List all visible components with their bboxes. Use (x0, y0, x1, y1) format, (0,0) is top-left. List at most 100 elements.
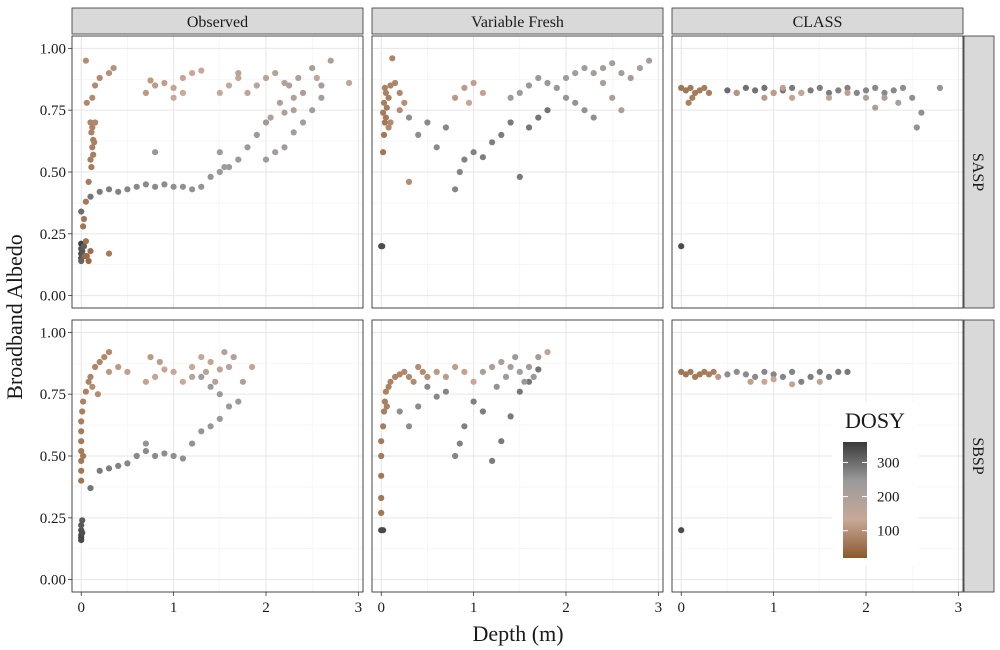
data-point (507, 413, 514, 420)
data-point (498, 131, 505, 138)
data-point (385, 94, 392, 101)
data-point (189, 363, 196, 371)
data-point (789, 94, 796, 101)
data-point (530, 373, 537, 380)
data-point (216, 149, 223, 156)
data-point (290, 129, 297, 136)
panel-class-sasp (671, 35, 964, 309)
data-point (189, 440, 196, 447)
data-point (96, 358, 103, 366)
data-point (276, 99, 283, 106)
data-point (225, 403, 233, 410)
data-point (235, 156, 242, 163)
legend-tick-label: 300 (877, 455, 900, 471)
data-point (152, 452, 159, 460)
column-strip-2: CLASS (671, 7, 964, 35)
data-point (88, 164, 95, 171)
data-point (862, 87, 870, 94)
data-point (807, 373, 814, 380)
data-point (267, 114, 274, 121)
color-legend: DOSY 100 200 300 (832, 402, 918, 566)
x-tick-label: 1 (170, 600, 178, 616)
data-point (105, 349, 113, 356)
panel-border (671, 319, 964, 593)
data-point (78, 467, 85, 474)
data-point (198, 354, 205, 361)
x-axis-title: Depth (m) (472, 621, 563, 646)
data-point (105, 368, 113, 375)
data-point (761, 378, 768, 385)
data-point (133, 183, 140, 190)
data-point (525, 378, 533, 385)
data-point (779, 84, 787, 91)
data-point (770, 371, 777, 378)
data-point (461, 156, 468, 163)
data-point (79, 529, 86, 536)
data-point (881, 94, 888, 101)
data-point (198, 67, 205, 74)
data-point (479, 154, 486, 161)
data-point (170, 84, 177, 91)
data-point (105, 250, 113, 257)
y-tick-label: 0.25 (40, 227, 66, 243)
data-point (747, 378, 754, 385)
data-point (161, 79, 168, 87)
data-point (433, 393, 440, 400)
data-point (382, 114, 389, 121)
data-point (299, 119, 307, 126)
data-point (872, 104, 879, 111)
data-point (382, 89, 389, 96)
data-point (142, 440, 149, 447)
data-point (281, 144, 288, 151)
data-point (78, 534, 85, 541)
data-point (115, 363, 122, 371)
data-point (489, 363, 496, 371)
strip-background (963, 319, 995, 593)
legend-tick-label: 100 (877, 524, 900, 540)
data-point (82, 198, 89, 205)
data-point (424, 373, 431, 380)
data-point (581, 107, 588, 114)
data-point (816, 378, 823, 385)
data-point (456, 440, 463, 447)
y-tick-label: 0.25 (40, 511, 66, 527)
data-point (798, 89, 805, 96)
data-point (936, 84, 944, 91)
data-point (85, 257, 92, 265)
data-point (692, 89, 699, 96)
data-point (82, 388, 89, 395)
data-point (380, 408, 388, 415)
data-point (544, 349, 551, 356)
data-point (189, 186, 196, 193)
data-point (94, 391, 101, 398)
data-point (378, 509, 385, 516)
data-point (687, 368, 694, 375)
data-point (689, 94, 696, 101)
data-point (835, 368, 842, 375)
data-point (142, 448, 149, 455)
data-point (179, 89, 186, 96)
data-point (230, 354, 237, 361)
data-point (452, 94, 459, 101)
x-tick-label: 3 (655, 600, 663, 616)
data-point (844, 89, 851, 96)
data-point (96, 467, 103, 474)
data-point (216, 415, 223, 422)
data-point (682, 87, 690, 94)
data-point (89, 383, 96, 390)
data-point (535, 354, 542, 361)
data-point (90, 151, 97, 158)
data-point (387, 378, 394, 385)
data-point (456, 168, 463, 176)
data-point (82, 238, 89, 245)
data-point (516, 388, 523, 395)
data-point (705, 371, 713, 378)
data-point (92, 363, 99, 371)
y-tick-label: 1.00 (40, 41, 66, 57)
data-point (281, 79, 288, 87)
data-point (798, 378, 805, 385)
data-point (235, 70, 242, 77)
data-point (761, 84, 768, 91)
data-point (152, 373, 159, 380)
data-point (733, 368, 740, 375)
